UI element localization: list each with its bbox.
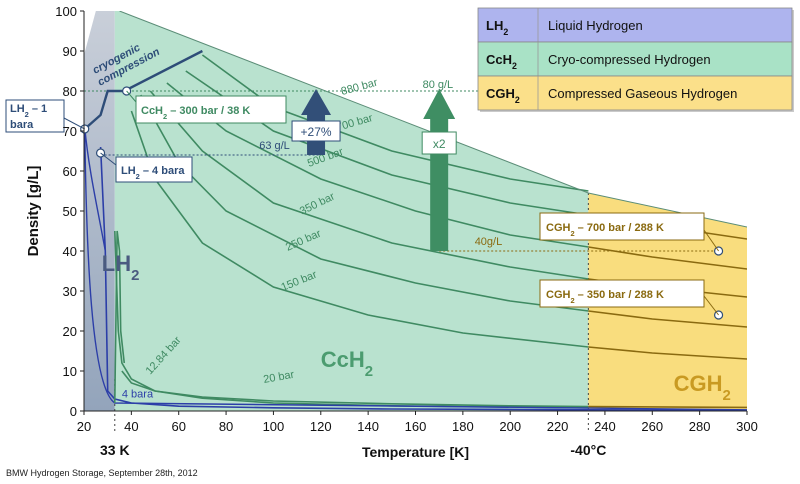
region-label-lh2: LH2 xyxy=(102,251,140,284)
y-tick-label-80: 80 xyxy=(63,84,77,99)
y-tick-label-40: 40 xyxy=(63,244,77,259)
y-tick-label-70: 70 xyxy=(63,124,77,139)
region-label-cgh2: CGH2 xyxy=(674,371,731,404)
x-tick-label-80: 80 xyxy=(219,419,233,434)
callout-lh2-1-line2: bara xyxy=(10,119,34,131)
curve-20-bar-cgh2 xyxy=(588,405,747,409)
callout-cgh2-350-box xyxy=(539,279,705,308)
x-tick-label-160: 160 xyxy=(405,419,427,434)
region-label-cch2: CcH2 xyxy=(321,347,373,380)
curve-saturation-dome xyxy=(84,126,747,411)
y-tick-label-60: 60 xyxy=(63,164,77,179)
x-tick-label-260: 260 xyxy=(641,419,663,434)
callout-cch2: CcH2 – 300 bar / 38 K xyxy=(141,105,250,121)
curve-critical-spike xyxy=(113,230,126,404)
curve-350-bar xyxy=(149,90,589,280)
arrow-x2 xyxy=(423,89,456,251)
legend-cch2-row xyxy=(477,41,793,77)
arrow-x2-box xyxy=(421,131,457,155)
arrow-plus27-label: +27% xyxy=(301,125,332,139)
callout-lh2-1-pointer xyxy=(63,117,85,130)
legend-lh2-description: Liquid Hydrogen xyxy=(548,18,643,33)
callout-cgh2-700: CGH2 – 700 bar / 288 K xyxy=(546,222,664,238)
x-tick-label-120: 120 xyxy=(310,419,332,434)
x-extra-label-33: 33 K xyxy=(100,442,130,458)
y-tick-label-90: 90 xyxy=(63,44,77,59)
curve-250-bar-cgh2 xyxy=(588,310,747,328)
callout-cgh2-700-pointer xyxy=(703,229,719,252)
callout-lh2-4-pointer xyxy=(100,152,117,166)
x-tick-label-220: 220 xyxy=(547,419,569,434)
arrow-x2-label: x2 xyxy=(433,137,446,151)
x-tick-label-200: 200 xyxy=(499,419,521,434)
x-tick-label-60: 60 xyxy=(171,419,185,434)
callout-lh2-4: LH2 – 4 bara xyxy=(121,165,185,181)
x-tick-label-240: 240 xyxy=(594,419,616,434)
x-tick-label-140: 140 xyxy=(357,419,379,434)
callout-cch2-pointer xyxy=(126,90,137,103)
x-extra-label-233: -40°C xyxy=(570,442,606,458)
x-tick-label-180: 180 xyxy=(452,419,474,434)
legend-cgh2-description: Compressed Gaseous Hydrogen xyxy=(548,86,737,101)
footer-source: BMW Hydrogen Storage, September 28th, 20… xyxy=(6,468,198,478)
legend-cgh2-row xyxy=(477,75,793,111)
legend-cch2-description: Cryo-compressed Hydrogen xyxy=(548,52,711,67)
y-axis-label: Density [g/L] xyxy=(25,166,42,257)
label-880-bar: 880 bar xyxy=(340,77,379,98)
y-tick-label-50: 50 xyxy=(63,204,77,219)
legend-lh2-symbol: LH2 xyxy=(486,18,508,37)
legend-cch2-symbol: CcH2 xyxy=(486,52,517,71)
curve-20-bar xyxy=(121,370,589,408)
y-tick-label-30: 30 xyxy=(63,284,77,299)
arrow-plus27-box xyxy=(291,120,341,142)
curve-150-bar-cgh2 xyxy=(588,346,747,360)
y-tick-label-100: 100 xyxy=(55,4,77,19)
callout-cgh2-700-box xyxy=(539,212,705,241)
legend-cgh2-symbol: CGH2 xyxy=(486,86,520,105)
label-4-bara: 4 bara xyxy=(122,388,154,400)
y-tick-label-0: 0 xyxy=(70,404,77,419)
x-tick-label-40: 40 xyxy=(124,419,138,434)
curve-saturation-liquid xyxy=(84,126,107,252)
callout-lh2-1-box xyxy=(5,99,65,133)
label-80gl: 80 g/L xyxy=(423,79,454,91)
y-tick-label-10: 10 xyxy=(63,364,77,379)
x-tick-label-280: 280 xyxy=(689,419,711,434)
label-40gl: 40g/L xyxy=(475,236,503,248)
callout-cch2-box xyxy=(135,95,287,124)
y-tick-label-20: 20 xyxy=(63,324,77,339)
callout-cgh2-350: CGH2 – 350 bar / 288 K xyxy=(546,289,664,305)
label-20-bar: 20 bar xyxy=(262,369,295,386)
callout-lh2-1: LH2 – 1 xyxy=(10,103,47,119)
x-tick-label-100: 100 xyxy=(263,419,285,434)
x-tick-label-300: 300 xyxy=(736,419,758,434)
path-cryo-compression xyxy=(83,49,203,130)
legend-lh2-row xyxy=(477,7,793,43)
curve-880-bar xyxy=(201,54,589,192)
callout-lh2-4-box xyxy=(115,156,193,183)
callout-cgh2-350-pointer xyxy=(703,295,719,316)
label-63gl: 63 g/L xyxy=(259,140,290,152)
x-axis-label: Temperature [K] xyxy=(362,444,469,460)
curve-500-bar-cgh2 xyxy=(588,246,747,270)
x-tick-label-20: 20 xyxy=(77,419,91,434)
